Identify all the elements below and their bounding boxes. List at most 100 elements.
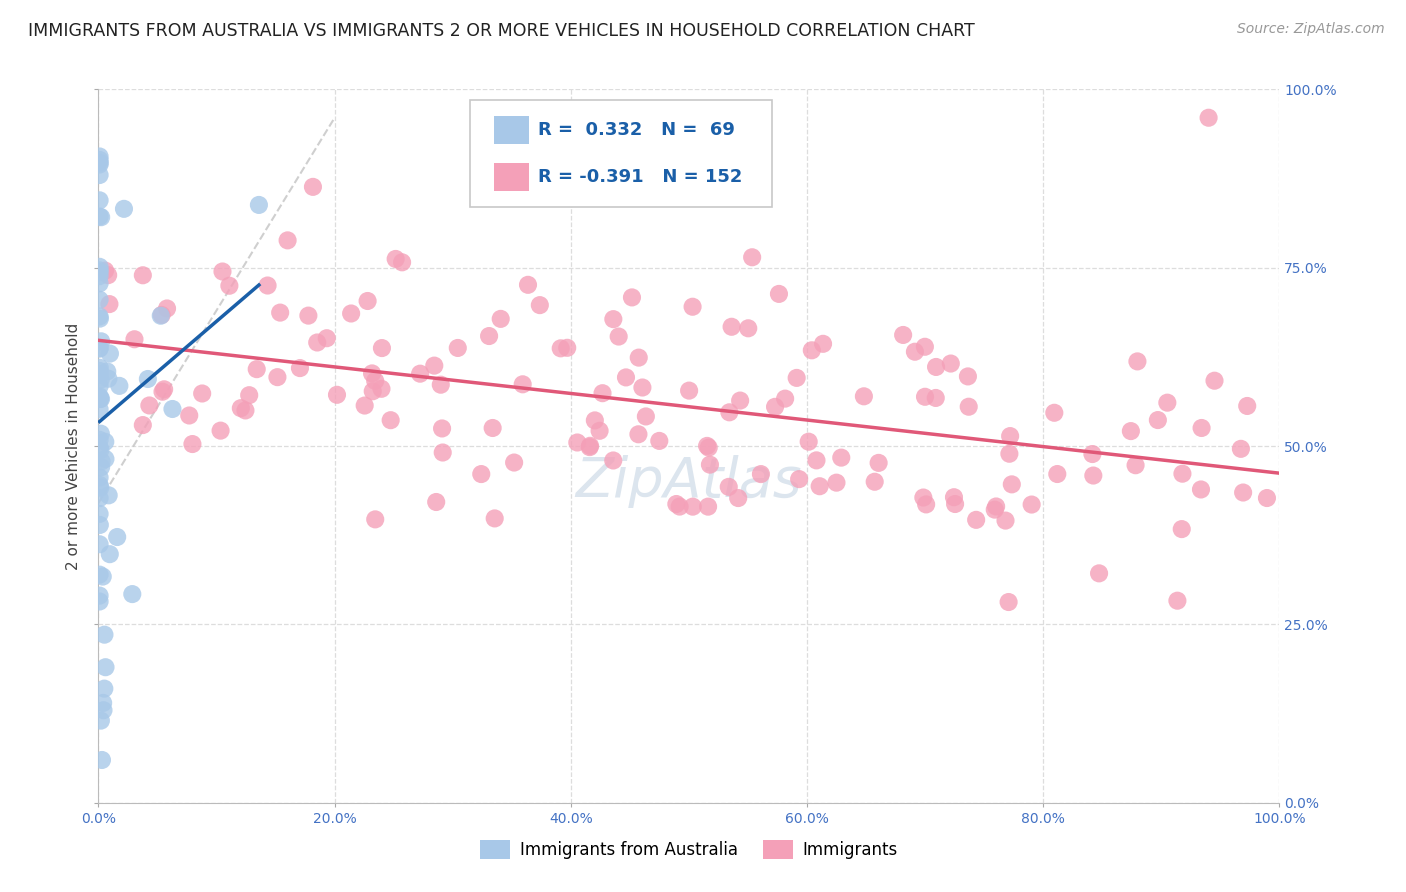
Point (997, 595, 1019, 609)
Point (98, 297, 121, 311)
Point (1043, 406, 1066, 420)
Point (150, 308, 173, 322)
Point (380, 413, 402, 427)
Point (136, 372, 159, 386)
Point (550, 341, 572, 355)
Point (89, 392, 111, 406)
Point (229, 401, 252, 416)
Point (256, 278, 278, 293)
Point (96, 364, 118, 378)
Point (588, 424, 610, 438)
Point (797, 434, 820, 449)
Point (763, 400, 786, 414)
Point (94, 434, 117, 449)
Point (90, 714, 112, 728)
Point (1021, 498, 1043, 512)
Point (91, 753, 114, 767)
Point (620, 290, 643, 304)
Point (786, 371, 808, 385)
FancyBboxPatch shape (494, 162, 530, 191)
Point (108, 379, 131, 393)
Point (89, 277, 111, 291)
Point (356, 293, 378, 308)
Point (682, 300, 704, 314)
Point (678, 384, 700, 398)
Point (578, 440, 600, 454)
Y-axis label: 2 or more Vehicles in Household: 2 or more Vehicles in Household (66, 322, 82, 570)
Point (89, 481, 111, 495)
Point (209, 424, 232, 438)
Point (89, 263, 111, 277)
Point (512, 377, 534, 392)
Point (1171, 467, 1194, 481)
Point (89, 470, 111, 484)
Point (121, 587, 143, 601)
Point (956, 369, 979, 384)
Point (1126, 354, 1149, 368)
Point (1083, 468, 1105, 483)
Point (811, 336, 834, 351)
Point (939, 357, 962, 371)
Point (579, 439, 602, 453)
Point (361, 367, 384, 381)
Text: IMMIGRANTS FROM AUSTRALIA VS IMMIGRANTS 2 OR MORE VEHICLES IN HOUSEHOLD CORRELAT: IMMIGRANTS FROM AUSTRALIA VS IMMIGRANTS … (28, 22, 974, 40)
Point (218, 278, 240, 293)
Point (409, 367, 432, 381)
Point (89, 293, 111, 307)
Point (94, 452, 117, 467)
Point (863, 475, 886, 489)
Point (555, 341, 578, 355)
FancyBboxPatch shape (471, 100, 772, 207)
Point (89, 265, 111, 279)
Point (1147, 413, 1170, 427)
Point (384, 252, 406, 266)
Point (648, 434, 671, 448)
Point (718, 405, 741, 419)
Point (90, 426, 112, 441)
Point (89, 155, 111, 169)
Point (607, 329, 630, 343)
Point (965, 513, 987, 527)
Point (371, 341, 394, 355)
Point (998, 447, 1021, 461)
Point (529, 298, 551, 312)
Point (429, 377, 451, 392)
Point (915, 497, 938, 511)
Point (592, 386, 614, 401)
Point (156, 301, 179, 316)
Point (235, 403, 257, 417)
Point (852, 389, 875, 403)
Point (370, 382, 392, 396)
Point (517, 277, 540, 292)
Point (984, 500, 1007, 514)
Point (891, 328, 914, 343)
Point (361, 384, 384, 399)
Point (728, 393, 751, 408)
Point (768, 287, 790, 301)
Point (423, 359, 446, 373)
Point (89, 311, 111, 326)
Point (90, 392, 112, 406)
Text: R =  0.332   N =  69: R = 0.332 N = 69 (537, 121, 735, 139)
Point (984, 502, 1007, 516)
Point (211, 264, 233, 278)
Point (994, 514, 1017, 528)
Point (89, 342, 111, 356)
Point (90, 334, 112, 349)
Point (89, 360, 111, 375)
Point (124, 332, 146, 346)
Point (364, 374, 387, 388)
Point (138, 399, 160, 413)
Point (830, 450, 852, 465)
Point (1081, 447, 1104, 461)
Point (94, 660, 117, 674)
Point (943, 497, 966, 511)
Point (89, 157, 111, 171)
Point (697, 500, 720, 514)
Point (602, 453, 624, 467)
Point (97, 268, 120, 282)
Point (191, 386, 214, 401)
Point (89, 518, 111, 533)
Point (1046, 467, 1069, 481)
Point (943, 490, 966, 504)
